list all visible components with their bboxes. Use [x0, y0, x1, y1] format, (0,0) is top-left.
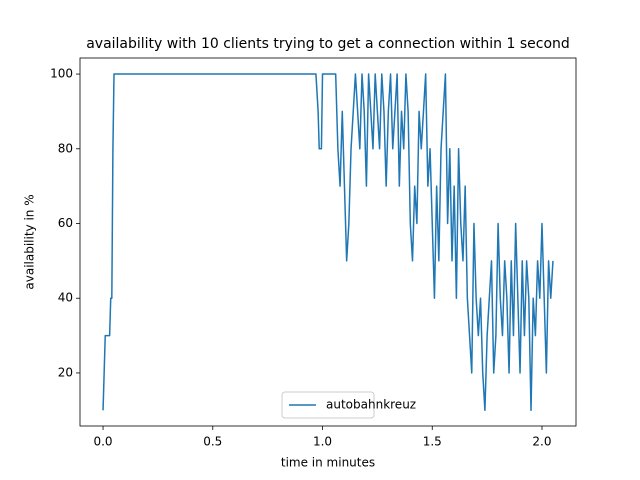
y-tick-label: 60: [58, 216, 73, 230]
legend-box: [281, 391, 375, 419]
data-line: [102, 73, 554, 412]
legend-label: autobahnkreuz: [326, 398, 416, 412]
y-tick-label: 80: [58, 141, 73, 155]
x-tick-label: 2.0: [532, 435, 551, 449]
x-tick-label: 1.0: [313, 435, 332, 449]
y-tick-label: 20: [58, 365, 73, 379]
y-axis-label: availability in %: [23, 194, 37, 289]
chart-title: availability with 10 clients trying to g…: [86, 36, 570, 52]
plot-frame: [79, 57, 577, 427]
y-tick-label: 100: [50, 67, 73, 81]
x-axis-label: time in minutes: [281, 456, 375, 470]
y-tick-label: 40: [58, 291, 73, 305]
x-tick-label: 0.5: [203, 435, 222, 449]
x-tick-label: 0.0: [93, 435, 112, 449]
x-tick-label: 1.5: [423, 435, 442, 449]
